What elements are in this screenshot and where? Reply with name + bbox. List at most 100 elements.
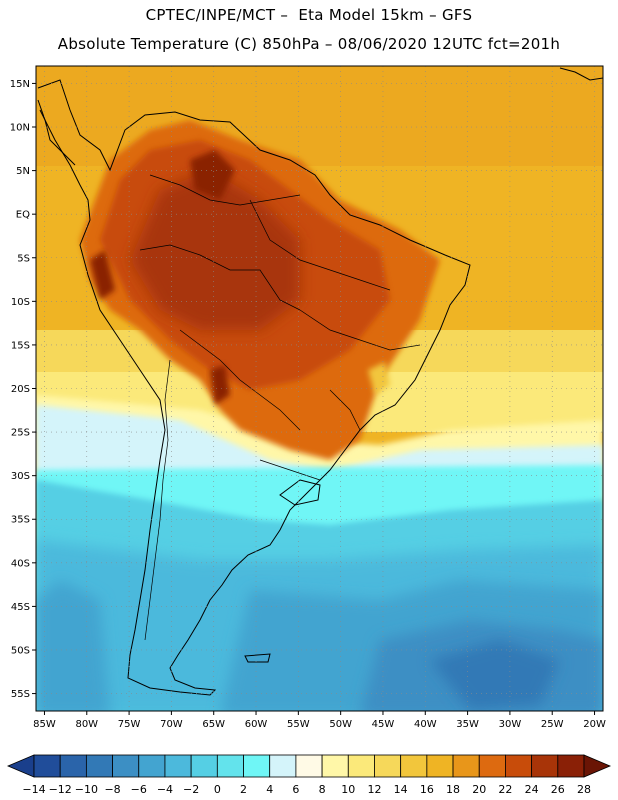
lat-label-35S: 35S	[11, 515, 30, 526]
hottest-spot-venezuela	[190, 150, 235, 200]
colorbar-box-13	[347, 754, 375, 778]
lat-label-5S: 5S	[17, 253, 30, 264]
colorbar-label--2: −2	[183, 783, 199, 796]
colorbar-box-10	[269, 754, 297, 778]
lat-label-30S: 30S	[11, 471, 30, 482]
colorbar-label-24: 24	[525, 783, 539, 796]
coastlines	[37, 67, 603, 696]
colorbar-label--12: −12	[49, 783, 72, 796]
colorbar-end-low	[6, 754, 35, 778]
colorbar-box-9	[243, 754, 271, 778]
colorbar-box-3	[85, 754, 113, 778]
colorbar-label--14: −14	[22, 783, 45, 796]
lon-label-75W: 75W	[118, 719, 141, 730]
cold-core-south-atlantic	[430, 640, 560, 710]
lon-label-55W: 55W	[287, 719, 310, 730]
colorbar-box-16	[426, 754, 454, 778]
colorbar-box-21	[557, 754, 585, 778]
coastline-falklands	[244, 653, 271, 663]
border-north	[149, 174, 301, 206]
colorbar-label-12: 12	[367, 783, 381, 796]
colorbar-label-4: 4	[266, 783, 273, 796]
colorbar-box-6	[164, 754, 192, 778]
temperature-colorbar	[6, 754, 612, 778]
colorbar-labels: −14 −12 −10 −8 −6 −4 −2 0 2 4 6 8 10 12 14 16 18 20 22 24 26…	[22, 783, 591, 796]
lon-label-40W: 40W	[414, 719, 437, 730]
hot-spot-chaco	[210, 365, 230, 405]
cool-patch-southeast-brazil	[368, 362, 390, 395]
lat-label-55S: 55S	[11, 689, 30, 700]
colorbar-box-5	[138, 754, 166, 778]
lon-label-65W: 65W	[202, 719, 225, 730]
border-brazil-states-north	[249, 199, 391, 291]
colorbar-box-20	[531, 754, 559, 778]
lat-label-45S: 45S	[11, 602, 30, 613]
lon-label-50W: 50W	[329, 719, 352, 730]
colorbar-box-4	[112, 754, 140, 778]
chart-title-line-1: CPTEC/INPE/MCT – Eta Model 15km – GFS	[145, 6, 473, 24]
coastline-south-america	[37, 79, 471, 696]
lat-label-50S: 50S	[11, 645, 30, 656]
colorbar-box-2	[59, 754, 87, 778]
colorbar-box-17	[452, 754, 480, 778]
lon-label-70W: 70W	[160, 719, 183, 730]
colorbar-label-28: 28	[577, 783, 591, 796]
lat-label-10S: 10S	[11, 297, 30, 308]
longitude-axis: 85W 80W 75W 70W 65W 60W 55W 50W 45W 40W 35W 30W 25W 2…	[33, 711, 606, 730]
coastline-rio-de-la-plata	[279, 479, 321, 506]
latitude-axis: 15N 10N 5N EQ 5S 10S 15S 20S 25S 30S 35S 40S 45S 50S 5…	[10, 79, 36, 700]
colorbar-label-18: 18	[446, 783, 460, 796]
lon-label-20W: 20W	[583, 719, 606, 730]
colorbar-label-2: 2	[240, 783, 247, 796]
colorbar-box-19	[505, 754, 533, 778]
colorbar-end-high	[583, 754, 612, 778]
lon-label-60W: 60W	[245, 719, 268, 730]
colorbar-box-1	[33, 754, 61, 778]
lat-label-25S: 25S	[11, 428, 30, 439]
colorbar-box-14	[374, 754, 402, 778]
colorbar-label-8: 8	[319, 783, 326, 796]
colorbar-label-16: 16	[420, 783, 434, 796]
hot-core-west-amazon	[130, 170, 300, 330]
chart-title-line-2: Absolute Temperature (C) 850hPa – 08/06/…	[57, 35, 561, 53]
border-chile-argentina	[144, 359, 171, 641]
lon-label-35W: 35W	[456, 719, 479, 730]
colorbar-box-15	[400, 754, 428, 778]
lat-label-EQ: EQ	[16, 210, 30, 221]
colorbar-box-12	[321, 754, 349, 778]
lat-label-5N: 5N	[16, 166, 30, 177]
lat-label-40S: 40S	[11, 558, 30, 569]
lat-label-10N: 10N	[10, 123, 30, 134]
temperature-field	[36, 66, 603, 711]
colorbar-label-20: 20	[472, 783, 486, 796]
border-uruguay	[259, 459, 321, 481]
colorbar-box-11	[295, 754, 323, 778]
lat-label-15S: 15S	[11, 340, 30, 351]
lon-label-85W: 85W	[33, 719, 56, 730]
border-brazil-peru-bolivia	[139, 244, 301, 311]
colorbar-box-8	[216, 754, 244, 778]
colorbar-label-6: 6	[292, 783, 299, 796]
colorbar-label-26: 26	[551, 783, 565, 796]
lon-label-80W: 80W	[75, 719, 98, 730]
colorbar-box-18	[478, 754, 506, 778]
lon-label-45W: 45W	[372, 719, 395, 730]
lon-label-30W: 30W	[499, 719, 522, 730]
lat-label-15N: 15N	[10, 79, 30, 90]
border-bolivia-paraguay	[179, 329, 301, 431]
cold-patch-pacific	[36, 580, 110, 711]
colorbar-label--10: −10	[75, 783, 98, 796]
colorbar-label-22: 22	[498, 783, 512, 796]
colorbar-label-0: 0	[214, 783, 221, 796]
country-borders	[139, 174, 421, 641]
colorbar-label--6: −6	[131, 783, 147, 796]
hot-spot-peru-coast	[90, 250, 115, 300]
colorbar-label--4: −4	[157, 783, 173, 796]
border-brazil-states-central	[299, 309, 421, 351]
coastline-central-america	[37, 99, 76, 166]
colorbar-label-14: 14	[394, 783, 408, 796]
coastline-caribbean-islands	[559, 67, 603, 81]
colorbar-label--8: −8	[104, 783, 120, 796]
colorbar-box-7	[190, 754, 218, 778]
